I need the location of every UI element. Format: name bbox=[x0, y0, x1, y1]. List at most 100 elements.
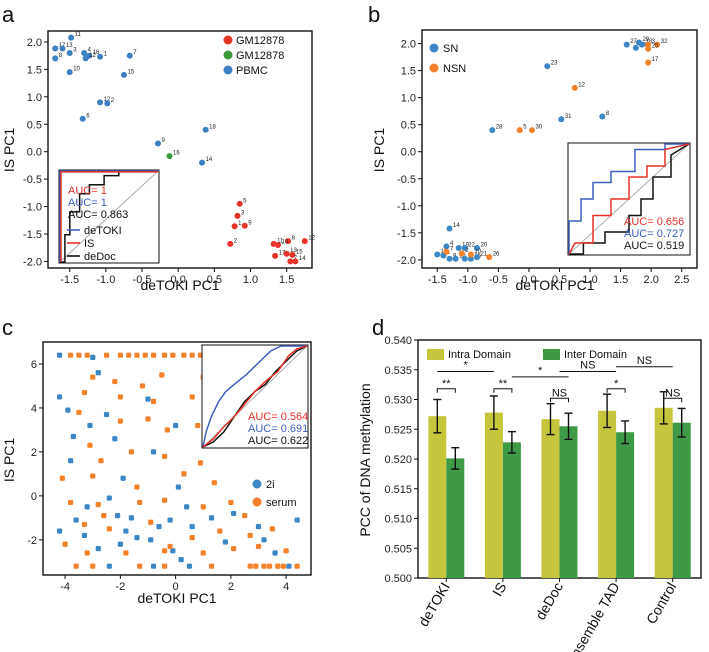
data-point bbox=[137, 563, 143, 569]
panel-b-legend-sn: SN bbox=[443, 43, 458, 55]
y-tick-label: 1.5 bbox=[401, 66, 416, 78]
panel-a-plot: -1.5 -1.0 -0.5 0.0 0.5 1.0 1.5 -2.0 -1.5 -1.0 -0.5… bbox=[23, 32, 316, 286]
data-point bbox=[120, 71, 127, 78]
point-label: 8 bbox=[292, 236, 296, 242]
data-point bbox=[73, 517, 79, 523]
sig-line-dedoc-ensemble-label: NS bbox=[580, 360, 595, 372]
bar bbox=[446, 458, 465, 578]
data-point bbox=[272, 550, 278, 556]
data-point bbox=[73, 563, 79, 569]
point-label: 14 bbox=[453, 223, 460, 229]
data-point bbox=[170, 548, 176, 554]
data-point bbox=[161, 563, 168, 569]
x-tick-label: 0.0 bbox=[521, 274, 536, 286]
data-point bbox=[301, 238, 308, 245]
x-tick-label: -1.5 bbox=[428, 274, 447, 286]
data-point bbox=[208, 563, 215, 569]
y-tick-label: 4 bbox=[31, 403, 37, 415]
point-label: 22 bbox=[468, 242, 475, 248]
point-label: 9 bbox=[248, 220, 252, 226]
x-tick-label: Ensemble TAD bbox=[562, 580, 622, 652]
data-point bbox=[571, 84, 578, 91]
y-tick-label: -2.0 bbox=[23, 256, 42, 268]
panel-c-legend-serum: serum bbox=[266, 497, 297, 509]
x-tick-label: 4 bbox=[283, 581, 289, 593]
x-tick-label: -2 bbox=[115, 581, 125, 593]
x-tick-label: 0.5 bbox=[552, 274, 567, 286]
point-label: 9 bbox=[161, 138, 165, 144]
point-label: 13 bbox=[290, 248, 297, 254]
point-label: 27 bbox=[630, 39, 637, 45]
y-tick-label: 0.530 bbox=[384, 395, 412, 407]
y-tick-label: -0.5 bbox=[23, 174, 42, 186]
bar bbox=[541, 419, 560, 578]
y-tick-label: -1.0 bbox=[397, 201, 416, 213]
x-tick-label: -0.5 bbox=[489, 274, 508, 286]
data-point bbox=[231, 223, 238, 230]
data-point bbox=[68, 352, 74, 358]
x-tick-label: -1.5 bbox=[60, 274, 79, 286]
data-point bbox=[117, 352, 123, 358]
data-point bbox=[261, 537, 267, 543]
legend-marker bbox=[223, 65, 233, 75]
point-label: 5 bbox=[523, 125, 527, 131]
data-point bbox=[489, 127, 496, 134]
legend-swatch bbox=[427, 349, 444, 360]
bar bbox=[616, 432, 635, 578]
roc-curve bbox=[202, 345, 308, 448]
data-point bbox=[166, 153, 173, 160]
data-point bbox=[474, 244, 480, 251]
data-point bbox=[467, 251, 474, 258]
data-point bbox=[294, 563, 300, 569]
point-label: 11 bbox=[277, 238, 284, 244]
point-label: 12 bbox=[104, 97, 111, 103]
data-point bbox=[654, 41, 661, 48]
data-point bbox=[139, 383, 146, 389]
bar bbox=[672, 422, 691, 578]
panel-b-auc-red: AUC= 0.656 bbox=[624, 216, 684, 228]
x-tick-label: -4 bbox=[60, 581, 70, 593]
point-label: 30 bbox=[536, 125, 543, 131]
data-point bbox=[247, 563, 253, 569]
data-point bbox=[161, 497, 168, 503]
data-point bbox=[272, 252, 279, 259]
point-label: 7 bbox=[133, 50, 137, 56]
data-point bbox=[114, 513, 121, 519]
data-point bbox=[255, 524, 262, 530]
panel-d-ylabel: PCC of DNA methylation bbox=[357, 383, 373, 536]
point-label: 32 bbox=[661, 39, 668, 45]
y-tick-label: 1.0 bbox=[401, 93, 416, 105]
data-point bbox=[434, 251, 441, 258]
data-point bbox=[623, 41, 630, 48]
y-tick-label: 0.500 bbox=[384, 573, 412, 585]
data-point bbox=[95, 502, 101, 508]
point-label: 18 bbox=[209, 124, 216, 130]
panel-d-legend-inter: Inter Domain bbox=[564, 349, 627, 361]
data-point bbox=[150, 398, 157, 404]
data-point bbox=[486, 254, 493, 261]
panel-a-legend-1: GM12878 bbox=[236, 35, 284, 47]
point-label: 3 bbox=[73, 47, 77, 53]
data-point bbox=[148, 519, 154, 525]
y-tick-label: 1.5 bbox=[27, 64, 42, 76]
legend-marker bbox=[223, 35, 233, 45]
sig-bracket-dedoc-label: NS bbox=[552, 387, 567, 399]
panel-b-plot: -1.5 -1.0 -0.5 0.0 0.5 1.0 1.5 2.0 2.5 -2.0 -1.5 -1… bbox=[397, 37, 689, 286]
point-label: 10 bbox=[282, 239, 289, 245]
data-point bbox=[68, 499, 74, 506]
data-point bbox=[452, 255, 459, 262]
data-point bbox=[65, 407, 71, 413]
data-point bbox=[458, 250, 465, 257]
point-label: 15 bbox=[127, 69, 134, 75]
panel-label-a: a bbox=[2, 2, 15, 27]
legend-marker bbox=[429, 63, 439, 73]
data-point bbox=[56, 352, 63, 358]
data-point bbox=[134, 484, 140, 490]
legend-marker bbox=[429, 43, 439, 53]
panel-label-b: b bbox=[368, 2, 380, 27]
data-point bbox=[76, 409, 82, 415]
data-point bbox=[128, 515, 135, 521]
data-point bbox=[145, 396, 151, 402]
y-tick-label: -2 bbox=[27, 535, 37, 547]
data-point bbox=[126, 52, 133, 59]
